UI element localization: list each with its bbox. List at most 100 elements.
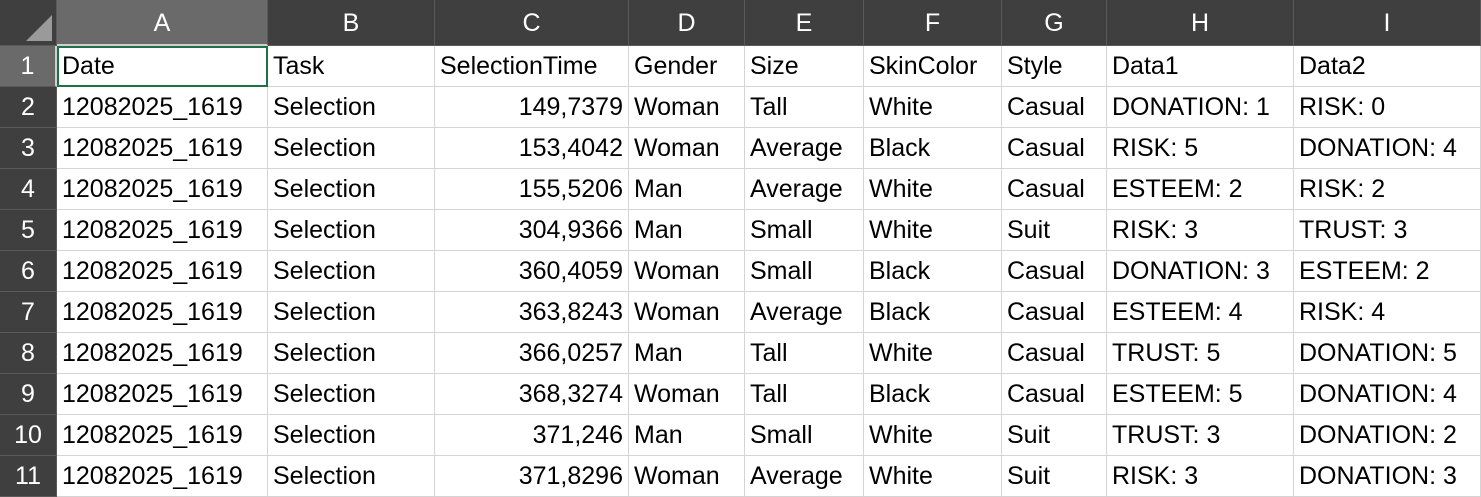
cell[interactable]: 12082025_1619 [57, 292, 268, 333]
cell[interactable]: DONATION: 3 [1294, 456, 1481, 497]
cell[interactable]: 153,4042 [435, 128, 629, 169]
cell[interactable]: Casual [1002, 251, 1107, 292]
cell[interactable]: Casual [1002, 169, 1107, 210]
cell[interactable]: 371,246 [435, 415, 629, 456]
cell[interactable]: Small [745, 415, 864, 456]
cell[interactable]: RISK: 0 [1294, 87, 1481, 128]
row-header[interactable]: 9 [0, 374, 57, 415]
cell[interactable]: Selection [268, 292, 435, 333]
cell[interactable]: DONATION: 1 [1107, 87, 1294, 128]
cell[interactable]: Selection [268, 456, 435, 497]
cell[interactable]: Suit [1002, 456, 1107, 497]
cell[interactable]: ESTEEM: 2 [1107, 169, 1294, 210]
column-header-c[interactable]: C [435, 0, 629, 46]
cell[interactable]: DONATION: 4 [1294, 374, 1481, 415]
cell[interactable]: Date [57, 46, 268, 87]
cell[interactable]: 12082025_1619 [57, 374, 268, 415]
cell[interactable]: DONATION: 2 [1294, 415, 1481, 456]
cell[interactable]: Black [864, 374, 1002, 415]
cell[interactable]: ESTEEM: 2 [1294, 251, 1481, 292]
cell[interactable]: Data1 [1107, 46, 1294, 87]
cell[interactable]: Selection [268, 333, 435, 374]
select-all-button[interactable] [0, 0, 57, 46]
column-header-e[interactable]: E [745, 0, 864, 46]
cell[interactable]: Man [629, 415, 745, 456]
cell[interactable]: 304,9366 [435, 210, 629, 251]
cell[interactable]: 371,8296 [435, 456, 629, 497]
cell[interactable]: 366,0257 [435, 333, 629, 374]
row-header[interactable]: 10 [0, 415, 57, 456]
cell[interactable]: Man [629, 210, 745, 251]
cell[interactable]: Woman [629, 251, 745, 292]
cell[interactable]: ESTEEM: 5 [1107, 374, 1294, 415]
row-header[interactable]: 6 [0, 251, 57, 292]
cell[interactable]: Selection [268, 87, 435, 128]
cell[interactable]: Suit [1002, 210, 1107, 251]
cell[interactable]: 12082025_1619 [57, 456, 268, 497]
cell[interactable]: 363,8243 [435, 292, 629, 333]
cell[interactable]: Casual [1002, 87, 1107, 128]
column-header-g[interactable]: G [1002, 0, 1107, 46]
cell[interactable]: RISK: 3 [1107, 210, 1294, 251]
cell[interactable]: Size [745, 46, 864, 87]
cell[interactable]: Average [745, 128, 864, 169]
cell[interactable]: DONATION: 4 [1294, 128, 1481, 169]
cell[interactable]: Style [1002, 46, 1107, 87]
row-header[interactable]: 3 [0, 128, 57, 169]
cell[interactable]: Selection [268, 169, 435, 210]
cell[interactable]: Woman [629, 128, 745, 169]
cell[interactable]: RISK: 5 [1107, 128, 1294, 169]
cell[interactable]: SkinColor [864, 46, 1002, 87]
cell[interactable]: 12082025_1619 [57, 415, 268, 456]
cell[interactable]: 12082025_1619 [57, 169, 268, 210]
row-header[interactable]: 8 [0, 333, 57, 374]
cell[interactable]: Casual [1002, 374, 1107, 415]
column-header-b[interactable]: B [268, 0, 435, 46]
cell[interactable]: White [864, 210, 1002, 251]
cell[interactable]: Tall [745, 87, 864, 128]
cell[interactable]: Casual [1002, 128, 1107, 169]
cell[interactable]: Selection [268, 251, 435, 292]
row-header[interactable]: 1 [0, 46, 57, 87]
cell[interactable]: Selection [268, 415, 435, 456]
cell[interactable]: 12082025_1619 [57, 128, 268, 169]
cell[interactable]: 149,7379 [435, 87, 629, 128]
cell[interactable]: 12082025_1619 [57, 333, 268, 374]
cell[interactable]: Suit [1002, 415, 1107, 456]
cell[interactable]: White [864, 456, 1002, 497]
cell[interactable]: Small [745, 251, 864, 292]
cell[interactable]: DONATION: 3 [1107, 251, 1294, 292]
cell[interactable]: Black [864, 128, 1002, 169]
cell[interactable]: ESTEEM: 4 [1107, 292, 1294, 333]
cell[interactable]: Woman [629, 87, 745, 128]
cell[interactable]: SelectionTime [435, 46, 629, 87]
column-header-h[interactable]: H [1107, 0, 1294, 46]
cell[interactable]: Tall [745, 374, 864, 415]
cell[interactable]: White [864, 87, 1002, 128]
row-header[interactable]: 4 [0, 169, 57, 210]
cell[interactable]: Task [268, 46, 435, 87]
column-header-i[interactable]: I [1294, 0, 1481, 46]
cell[interactable]: Data2 [1294, 46, 1481, 87]
column-header-a[interactable]: A [57, 0, 268, 46]
column-header-f[interactable]: F [864, 0, 1002, 46]
row-header[interactable]: 11 [0, 456, 57, 497]
cell[interactable]: 12082025_1619 [57, 87, 268, 128]
cell[interactable]: Black [864, 292, 1002, 333]
cell[interactable]: TRUST: 5 [1107, 333, 1294, 374]
cell[interactable]: White [864, 169, 1002, 210]
cell[interactable]: Tall [745, 333, 864, 374]
cell[interactable]: Woman [629, 456, 745, 497]
row-header[interactable]: 7 [0, 292, 57, 333]
cell[interactable]: Selection [268, 128, 435, 169]
cell[interactable]: 12082025_1619 [57, 251, 268, 292]
cell[interactable]: TRUST: 3 [1294, 210, 1481, 251]
cell[interactable]: RISK: 2 [1294, 169, 1481, 210]
cell[interactable]: Woman [629, 292, 745, 333]
cell[interactable]: RISK: 4 [1294, 292, 1481, 333]
cell[interactable]: Selection [268, 210, 435, 251]
cell[interactable]: Casual [1002, 292, 1107, 333]
cell[interactable]: RISK: 3 [1107, 456, 1294, 497]
column-header-d[interactable]: D [629, 0, 745, 46]
cell[interactable]: Average [745, 169, 864, 210]
